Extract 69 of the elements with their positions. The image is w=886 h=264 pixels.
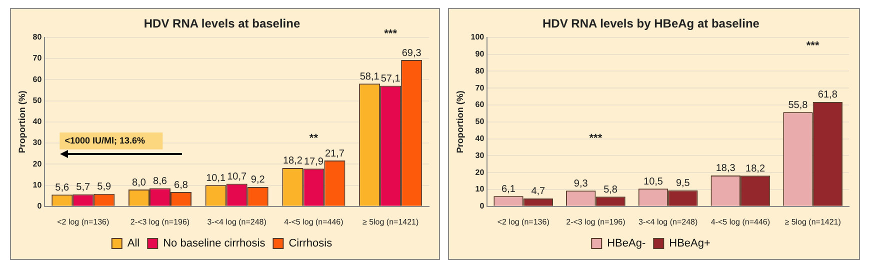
chart-title: HDV RNA levels at baseline <box>144 16 300 31</box>
x-tick-label: ≥ 5log (n=1421) <box>784 217 842 226</box>
y-tick-label: 100 <box>470 32 485 42</box>
annotation: <1000 IU/Ml; 13.6% <box>64 135 145 146</box>
y-tick-label: 40 <box>475 134 485 144</box>
y-tick-label: 10 <box>475 184 485 194</box>
data-label: 18,3 <box>716 163 736 174</box>
y-tick-label: 0 <box>37 202 42 211</box>
data-label: 58,1 <box>360 71 380 82</box>
y-tick-label: 70 <box>32 54 42 63</box>
data-label: 17,9 <box>304 156 324 168</box>
data-label: 57,1 <box>380 74 401 85</box>
y-tick-label: 80 <box>32 32 42 42</box>
x-tick-label: <2 log (n=136) <box>497 217 550 226</box>
data-label: 5,6 <box>55 182 70 194</box>
y-axis-title: Proportion (%) <box>454 90 465 154</box>
y-tick-label: 20 <box>32 159 42 168</box>
x-tick-label: 2-<3 log (n=196) <box>130 217 190 226</box>
data-label: 5,9 <box>97 182 112 193</box>
y-tick-label: 40 <box>32 117 42 126</box>
y-tick-label: 50 <box>32 96 42 105</box>
data-label: 9,5 <box>676 178 690 190</box>
legend-label: No baseline cirrhosis <box>163 238 266 250</box>
data-label: 6,1 <box>502 184 516 195</box>
data-label: 9,3 <box>574 178 588 190</box>
legend-label: Cirrhosis <box>288 238 333 250</box>
data-label: 9,2 <box>250 174 266 186</box>
chart-title: HDV RNA levels by HBeAg at baseline <box>542 16 760 31</box>
y-tick-label: 70 <box>475 83 485 92</box>
legend-label: All <box>127 238 140 250</box>
x-tick-label: 4-<5 log (n=446) <box>710 217 770 226</box>
data-label: 6,8 <box>174 180 188 191</box>
legend-label: HBeAg+ <box>669 238 710 250</box>
y-tick-label: 50 <box>475 117 485 126</box>
data-label: 5,7 <box>76 182 91 194</box>
annotation: ** <box>309 132 319 145</box>
data-label: 61,8 <box>818 90 838 101</box>
data-label: 18,2 <box>282 156 303 167</box>
data-label: 10,7 <box>227 172 248 183</box>
x-tick-label: 2-<3 log (n=196) <box>566 217 626 226</box>
annotation: *** <box>806 40 820 52</box>
y-tick-label: 80 <box>475 66 485 76</box>
data-label: 4,7 <box>531 186 546 198</box>
data-label: 69,3 <box>402 48 422 59</box>
y-tick-label: 0 <box>480 202 485 211</box>
data-label: 5,8 <box>604 184 618 196</box>
legend-label: HBeAg- <box>607 238 646 250</box>
data-label: 18,2 <box>746 163 766 174</box>
y-axis-title: Proportion (%) <box>16 90 27 154</box>
y-tick-label: 60 <box>32 74 42 84</box>
annotation: *** <box>384 28 398 40</box>
x-tick-label: ≥ 5log (n=1421) <box>362 217 420 226</box>
data-label: 55,8 <box>788 100 808 111</box>
y-tick-label: 60 <box>475 100 485 110</box>
y-tick-label: 20 <box>475 168 485 177</box>
data-label: 10,1 <box>206 172 226 184</box>
y-tick-label: 30 <box>475 150 485 160</box>
annotation: *** <box>589 132 603 145</box>
data-label: 8,6 <box>153 176 168 187</box>
data-label: 10,5 <box>644 176 664 188</box>
data-label: 8,0 <box>132 177 146 188</box>
x-tick-label: 4-<5 log (n=446) <box>284 217 344 226</box>
x-tick-label: 3-<4 log (n=248) <box>207 217 267 226</box>
x-tick-label: 3-<4 log (n=248) <box>638 217 698 226</box>
x-tick-label: <2 log (n=136) <box>57 217 110 226</box>
y-tick-label: 90 <box>475 50 485 59</box>
y-tick-label: 10 <box>32 180 42 190</box>
y-tick-label: 30 <box>32 138 42 148</box>
data-label: 21,7 <box>324 148 345 160</box>
